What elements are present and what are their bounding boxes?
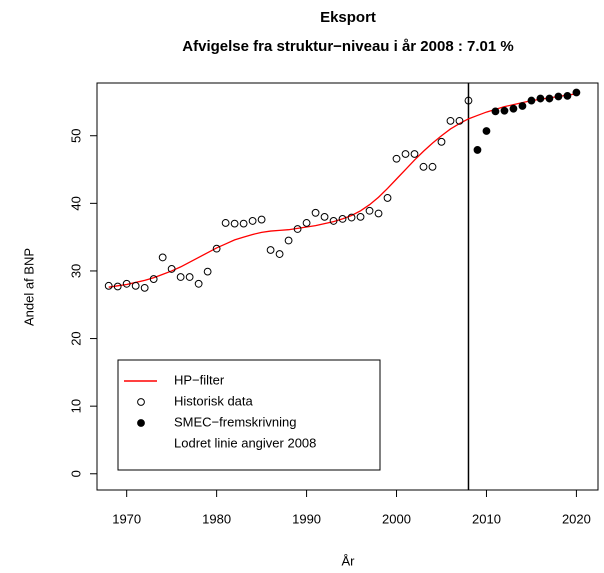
data-point	[401, 150, 410, 158]
data-point	[158, 253, 167, 262]
data-point	[104, 281, 113, 290]
data-point	[212, 244, 221, 253]
chart-subtitle: Afvigelse fra struktur−niveau i år 2008 …	[182, 38, 513, 55]
data-point	[419, 162, 428, 171]
x-tick-label: 1970	[112, 511, 141, 526]
data-point	[257, 215, 266, 224]
data-point	[509, 104, 518, 113]
chart-title: Eksport	[320, 9, 376, 26]
y-tick-label: 0	[68, 470, 83, 477]
data-point	[176, 273, 185, 281]
data-point	[455, 116, 464, 125]
data-point	[320, 212, 329, 221]
data-point	[554, 92, 563, 101]
data-point	[338, 214, 347, 223]
data-point	[572, 88, 581, 97]
data-point	[275, 250, 284, 258]
x-tick-label: 1990	[292, 511, 321, 526]
y-axis-label: Andel af BNP	[21, 248, 36, 326]
data-point	[437, 137, 446, 146]
legend-label: Lodret linie angiver 2008	[174, 435, 316, 450]
data-point	[185, 273, 194, 281]
plot-frame	[96, 82, 599, 491]
data-point	[527, 96, 536, 105]
legend-label: Historisk data	[174, 393, 254, 408]
data-point	[563, 91, 572, 100]
legend-marker	[137, 398, 145, 406]
data-point	[374, 209, 383, 218]
y-tick-label: 20	[68, 331, 83, 345]
data-point	[545, 94, 554, 103]
data-point	[536, 94, 545, 103]
data-point	[203, 267, 212, 276]
data-point	[113, 282, 122, 291]
data-point	[131, 281, 140, 290]
legend-marker	[137, 419, 145, 427]
data-point	[446, 116, 455, 125]
hp-filter-line	[108, 93, 577, 288]
data-point	[194, 279, 203, 288]
data-point	[221, 219, 230, 227]
data-point	[230, 219, 239, 228]
data-point	[482, 127, 491, 135]
data-point	[491, 107, 500, 116]
data-point	[248, 217, 257, 225]
data-point	[293, 225, 302, 233]
data-point	[266, 246, 275, 254]
data-point	[464, 96, 473, 105]
y-tick-label: 10	[68, 399, 83, 413]
y-tick-label: 50	[68, 128, 83, 142]
data-point	[329, 217, 338, 225]
data-point	[356, 212, 365, 221]
data-point	[284, 236, 293, 245]
x-axis-label: År	[342, 553, 356, 568]
data-point	[239, 219, 248, 228]
x-tick-label: 2010	[472, 511, 501, 526]
legend-label: SMEC−fremskrivning	[174, 414, 296, 429]
data-point	[311, 208, 320, 217]
data-point	[500, 106, 509, 115]
x-tick-label: 2000	[382, 511, 411, 526]
data-point	[347, 213, 356, 222]
data-point	[392, 154, 401, 163]
legend-label: HP−filter	[174, 372, 225, 387]
x-tick-label: 1980	[202, 511, 231, 526]
data-point	[473, 146, 482, 154]
data-point	[122, 279, 131, 288]
y-tick-label: 40	[68, 196, 83, 210]
data-point	[410, 150, 419, 158]
data-point	[518, 102, 527, 110]
y-tick-label: 30	[68, 264, 83, 278]
data-point	[365, 206, 374, 215]
data-point	[149, 275, 158, 283]
data-point	[302, 219, 311, 227]
data-point	[167, 265, 176, 273]
legend-box	[117, 359, 381, 471]
data-point	[140, 283, 149, 292]
x-tick-label: 2020	[562, 511, 591, 526]
data-point	[428, 162, 437, 171]
data-point	[383, 194, 392, 202]
